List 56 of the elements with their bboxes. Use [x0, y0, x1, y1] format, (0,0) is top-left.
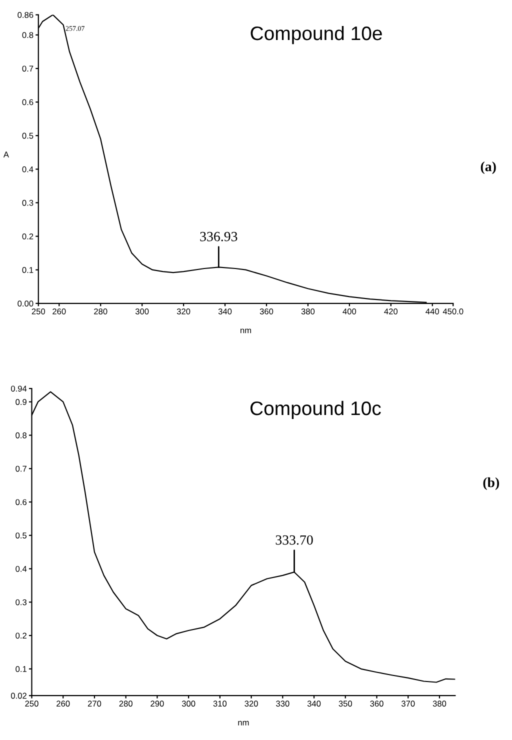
y-tick-label: 0.4: [16, 566, 27, 572]
y-tick-label: 0.2: [22, 233, 34, 240]
y-tick-label: 0.8: [22, 32, 34, 38]
y-tick-label: 0.1: [16, 666, 26, 672]
annotation: 333.70: [276, 535, 313, 545]
y-tick-label: 0.5: [16, 532, 27, 538]
x-tick-label: 340: [307, 700, 321, 707]
text: Compound 10e: [250, 26, 382, 44]
x-tick-label: 400: [342, 308, 356, 314]
text: Compound 10c: [250, 400, 381, 420]
y-tick-label: 0.86: [18, 12, 34, 18]
x-tick-label: 340: [218, 308, 232, 314]
x-tick-label: 300: [182, 700, 196, 707]
x-tick-label: 360: [370, 700, 384, 707]
x-tick-label: 440: [426, 308, 440, 314]
x-tick-label: 280: [94, 308, 108, 314]
y-tick-label: 0.5: [22, 132, 34, 139]
x-tick-label: 250: [25, 700, 38, 707]
y-tick-label: 0.00: [18, 300, 34, 306]
annotation: 336.93: [200, 232, 238, 242]
x-axis-title: nm: [238, 720, 249, 726]
y-tick-label: 0.2: [16, 632, 26, 639]
x-tick-label: 290: [150, 700, 164, 707]
y-tick-label: 0.9: [16, 399, 26, 405]
y-tick-label: 0.6: [22, 99, 34, 106]
x-tick-label: 450.0: [442, 308, 464, 314]
x-tick-label: 300: [135, 308, 149, 314]
x-tick-label: 250: [32, 308, 46, 314]
x-tick-label: 280: [119, 700, 132, 707]
y-tick-label: 0.4: [22, 166, 34, 172]
x-tick-label: 380: [432, 700, 446, 707]
x-axis-title: nm: [240, 328, 251, 334]
x-tick-label: 360: [260, 308, 274, 314]
x-tick-label: 330: [276, 700, 290, 707]
x-tick-label: 420: [384, 308, 398, 314]
x-tick-label: 350: [338, 700, 352, 707]
x-tick-label: 370: [401, 700, 415, 707]
y-tick-label: 0.1: [22, 267, 34, 273]
x-tick-label: 310: [213, 700, 227, 707]
y-tick-label: 0.7: [16, 466, 26, 472]
text: (b): [483, 477, 500, 490]
y-tick-label: 0.8: [16, 432, 27, 438]
y-axis-title: A: [3, 152, 9, 158]
x-tick-label: 380: [301, 308, 315, 314]
y-tick-label: 0.7: [22, 66, 34, 72]
text: (a): [480, 161, 496, 174]
y-tick-label: 0.3: [16, 599, 27, 606]
y-tick-label: 0.6: [16, 499, 27, 506]
y-tick-label: 0.3: [22, 200, 34, 206]
y-tick-label: 0.02: [10, 692, 26, 699]
x-tick-label: 270: [88, 700, 102, 707]
x-tick-label: 260: [52, 308, 66, 314]
y-tick-label: 0.94: [10, 386, 27, 392]
x-tick-label: 260: [56, 700, 70, 707]
x-tick-label: 320: [176, 308, 190, 314]
x-tick-label: 320: [244, 700, 258, 707]
